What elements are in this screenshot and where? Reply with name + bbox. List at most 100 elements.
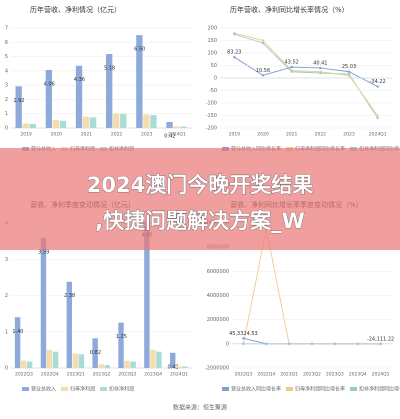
data-label: 43.52: [285, 60, 299, 66]
y-tick-label: -100: [206, 101, 217, 107]
bar: [150, 115, 157, 128]
bar: [124, 360, 130, 368]
bar: [166, 122, 173, 128]
y-tick-label: 6: [5, 40, 8, 46]
point: [333, 342, 337, 346]
y-tick-label: 0: [5, 126, 8, 132]
footer: 数据来源：恒生聚源: [173, 404, 227, 412]
point: [379, 342, 382, 346]
x-tick-label: 2020: [51, 132, 63, 138]
data-label: 4.06: [44, 82, 55, 88]
data-label: -34.22: [370, 79, 386, 85]
y-tick-label: 3: [5, 257, 8, 263]
point: [376, 116, 379, 120]
x-tick-label: 2024Q1: [168, 132, 186, 138]
y-tick-label: 5: [5, 54, 8, 60]
point: [242, 342, 245, 346]
bar: [170, 352, 176, 368]
data-label: 25.03: [342, 64, 356, 70]
data-label: 2.38: [64, 293, 75, 299]
x-tick-label: 2023: [141, 132, 153, 138]
point: [376, 85, 379, 88]
x-tick-label: 2023Q1: [67, 372, 85, 378]
data-label: 6.50: [134, 47, 145, 53]
point: [290, 70, 293, 73]
bar: [113, 113, 120, 128]
legend-swatch: [61, 387, 68, 391]
bar: [52, 120, 60, 128]
data-label: 0.82: [90, 350, 101, 356]
bar: [130, 361, 136, 368]
bar: [143, 114, 150, 128]
bar: [98, 364, 104, 368]
legend-label: 归母净利润: [70, 386, 95, 393]
point: [265, 342, 268, 346]
point: [290, 65, 293, 69]
x-tick-label: 2023Q2: [93, 372, 111, 378]
y-tick-label: -150: [206, 113, 217, 119]
x-tick-label: 2023Q3: [326, 372, 344, 378]
data-label: 45,3324.53: [229, 331, 258, 337]
bar: [40, 237, 47, 368]
x-tick-label: 2020: [257, 132, 269, 138]
x-tick-label: 2022: [315, 132, 327, 138]
data-label: 2.92: [13, 98, 24, 104]
bar: [75, 65, 83, 128]
bar: [173, 126, 180, 128]
bar: [78, 354, 85, 368]
point: [261, 39, 265, 42]
bar: [118, 322, 124, 368]
bar: [72, 353, 79, 368]
point: [233, 55, 236, 59]
legend-swatch: [222, 387, 229, 391]
bar: [89, 117, 97, 128]
bar: [20, 360, 27, 368]
x-tick-label: 2023Q1: [280, 372, 298, 378]
bar: [120, 114, 127, 128]
x-tick-label: 2024Q1: [170, 372, 188, 378]
legend-swatch: [286, 387, 293, 391]
data-label: 5.18: [104, 66, 115, 72]
legend-label: 营业总收入同比增长率: [231, 386, 281, 393]
bar: [46, 349, 53, 368]
data-label: 10.56: [256, 68, 270, 74]
y-tick-label: -2000000: [205, 366, 229, 372]
y-tick-label: 4: [5, 68, 8, 74]
x-tick-label: 2023Q3: [118, 372, 136, 378]
y-tick-label: 7: [5, 26, 8, 32]
y-tick-label: 4000000: [207, 293, 229, 299]
point: [319, 71, 322, 75]
point: [376, 114, 379, 117]
y-tick-label: 1: [5, 111, 8, 117]
x-tick-label: 2023Q2: [303, 372, 321, 378]
y-tick-label: 2000000: [207, 317, 229, 323]
bar: [104, 365, 110, 368]
data-label: 3.59: [38, 249, 49, 255]
banner-line: ,快捷问题解决方案_W: [95, 209, 305, 233]
bar: [136, 35, 143, 129]
y-tick-label: -50: [209, 88, 217, 94]
bar: [92, 338, 98, 368]
bar: [176, 366, 182, 368]
data-label: 1.25: [116, 334, 127, 340]
bar: [82, 116, 90, 128]
banner-line: 2024澳门今晚开奖结果: [87, 173, 313, 197]
legend-swatch: [22, 387, 29, 391]
legend-label: 扣非净利润: [109, 386, 134, 393]
point: [356, 342, 359, 346]
legend-label: 营业总收入: [31, 386, 56, 393]
point: [261, 41, 265, 45]
y-tick-label: 2: [5, 293, 8, 299]
x-tick-label: 2022Q4: [257, 372, 275, 378]
data-label: 0.42: [164, 134, 175, 140]
chart-title: 历年营收、净利同比增长率情况（%）: [230, 5, 349, 14]
y-tick-label: 50: [211, 63, 217, 69]
legend-swatch: [350, 387, 357, 391]
x-tick-label: 2019: [229, 132, 241, 138]
x-tick-label: 2024Q1: [369, 132, 387, 138]
bar: [150, 349, 156, 368]
y-tick-label: 200: [207, 26, 217, 32]
x-tick-label: 2022Q3: [15, 372, 33, 378]
y-tick-label: 100: [207, 51, 217, 57]
